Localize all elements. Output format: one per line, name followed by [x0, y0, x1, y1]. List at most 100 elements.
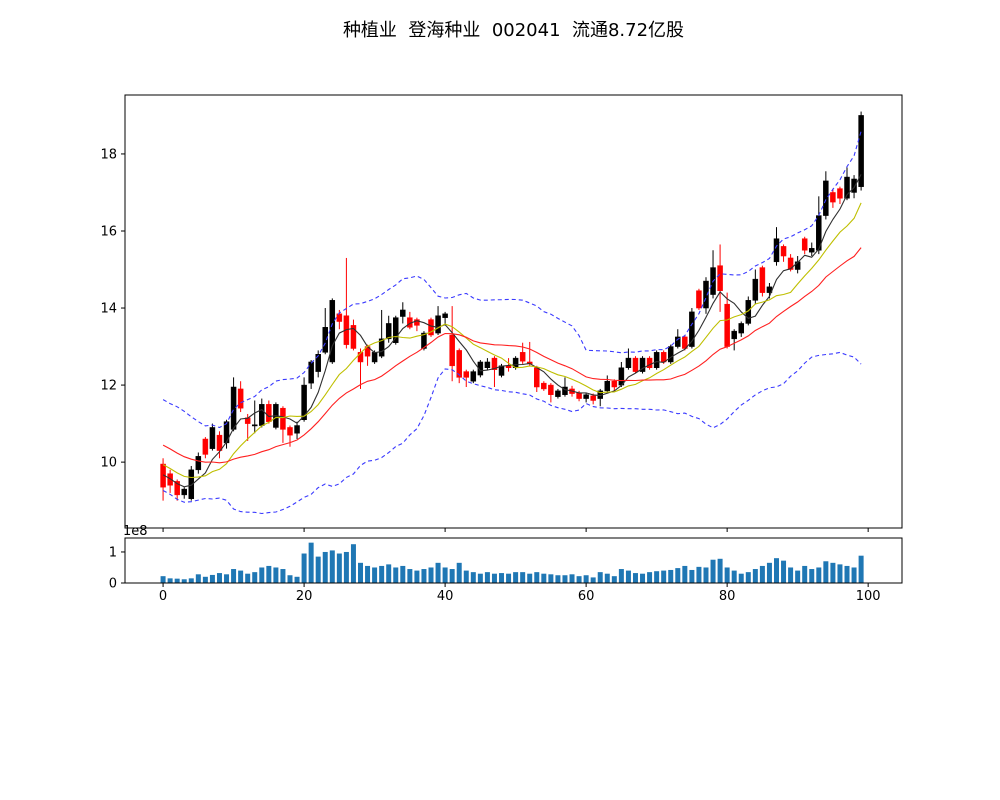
candle-body: [266, 404, 272, 422]
candle-body: [830, 192, 836, 203]
volume-bar: [259, 567, 265, 583]
volume-bar: [442, 567, 448, 583]
candle-body: [371, 352, 378, 363]
volume-bar: [167, 578, 173, 583]
candle-body: [752, 278, 759, 301]
volume-bar: [618, 569, 624, 583]
volume-bar: [696, 566, 702, 583]
volume-bar: [527, 573, 533, 583]
candle-body: [280, 407, 286, 430]
volume-bar: [717, 558, 723, 583]
volume-bar: [788, 567, 794, 583]
candle-body: [632, 357, 639, 372]
candle-body: [759, 267, 766, 293]
candle-body: [202, 438, 209, 455]
candle-body: [808, 248, 815, 253]
x-tick-label: 100: [856, 589, 881, 604]
candle-body: [181, 488, 187, 496]
volume-bar: [499, 573, 505, 583]
volume-bar: [372, 567, 378, 583]
volume-bar: [604, 573, 610, 583]
price-axes-frame: [124, 94, 903, 529]
volume-bar: [379, 565, 385, 583]
volume-bar: [611, 576, 617, 583]
chart-title: 种植业 登海种业 002041 流通8.72亿股: [342, 20, 685, 41]
bollinger-upper-line: [162, 131, 862, 429]
volume-bar: [781, 560, 787, 583]
volume-bar: [625, 570, 631, 583]
volume-bar: [548, 574, 554, 583]
volume-bar: [224, 574, 230, 583]
candle-body: [780, 246, 787, 257]
candle-body: [322, 327, 328, 353]
volume-bar: [484, 572, 490, 583]
volume-bar: [350, 544, 356, 583]
volume-bar: [202, 576, 208, 583]
candle-body: [484, 361, 491, 368]
volume-bar: [252, 572, 258, 583]
candle-body: [294, 425, 300, 434]
volume-bar: [738, 573, 744, 583]
candle-body: [534, 367, 540, 388]
candle-body: [653, 352, 660, 368]
volume-bar: [759, 565, 765, 583]
candle-body: [336, 313, 343, 322]
volume-bar: [520, 572, 526, 583]
volume-bar: [477, 573, 483, 583]
candle-body: [477, 361, 484, 376]
volume-bar: [640, 573, 646, 583]
candle-body: [470, 371, 477, 382]
volume-bar: [752, 569, 758, 583]
candle-body: [308, 361, 314, 384]
volume-bar: [238, 570, 244, 583]
volume-bar: [654, 571, 660, 583]
candle-body: [414, 319, 420, 326]
candle-body: [463, 371, 470, 378]
price-y-tick-label: 10: [100, 456, 117, 471]
volume-bar: [590, 577, 596, 583]
volume-bar: [583, 575, 589, 583]
candle-body: [675, 336, 681, 347]
candle-body: [456, 350, 462, 378]
volume-bar: [569, 574, 575, 583]
candle-body: [350, 325, 357, 349]
volume-bar: [661, 570, 667, 583]
volume-bar: [731, 570, 737, 583]
ma-long-line: [162, 247, 862, 464]
volume-bar: [216, 573, 222, 583]
volume-bar: [682, 565, 688, 583]
volume-bar: [513, 572, 519, 583]
candle-body: [646, 357, 653, 368]
candle-body: [541, 382, 547, 390]
volume-bar: [365, 565, 371, 583]
volume-bar: [597, 572, 603, 583]
volume-bar: [245, 573, 251, 583]
price-y-tick-label: 16: [100, 224, 117, 239]
volume-bar: [858, 555, 864, 583]
volume-bar: [456, 562, 462, 583]
volume-bar: [329, 550, 335, 583]
x-tick-label: 40: [437, 589, 454, 604]
volume-bar: [421, 569, 427, 583]
candle-body: [583, 394, 589, 399]
volume-bar: [315, 556, 321, 583]
volume-bar: [773, 558, 779, 583]
volume-bar: [428, 567, 434, 583]
volume-bar: [336, 553, 342, 583]
candle-body: [618, 367, 625, 386]
candle-body: [287, 427, 293, 436]
volume-offset-label: 1e8: [123, 524, 148, 539]
volume-bar: [160, 576, 166, 583]
volume-bar: [449, 569, 455, 583]
candle-body: [216, 434, 223, 451]
candle-body: [858, 115, 864, 187]
volume-bar: [174, 578, 180, 583]
x-tick-label: 20: [296, 589, 313, 604]
volume-bar: [506, 573, 512, 583]
volume-bar: [266, 565, 272, 583]
volume-bar: [562, 575, 568, 583]
candle-body: [442, 313, 448, 318]
volume-bar: [322, 551, 328, 583]
volume-y-tick-label: 0: [109, 577, 117, 592]
volume-bar: [386, 564, 392, 583]
